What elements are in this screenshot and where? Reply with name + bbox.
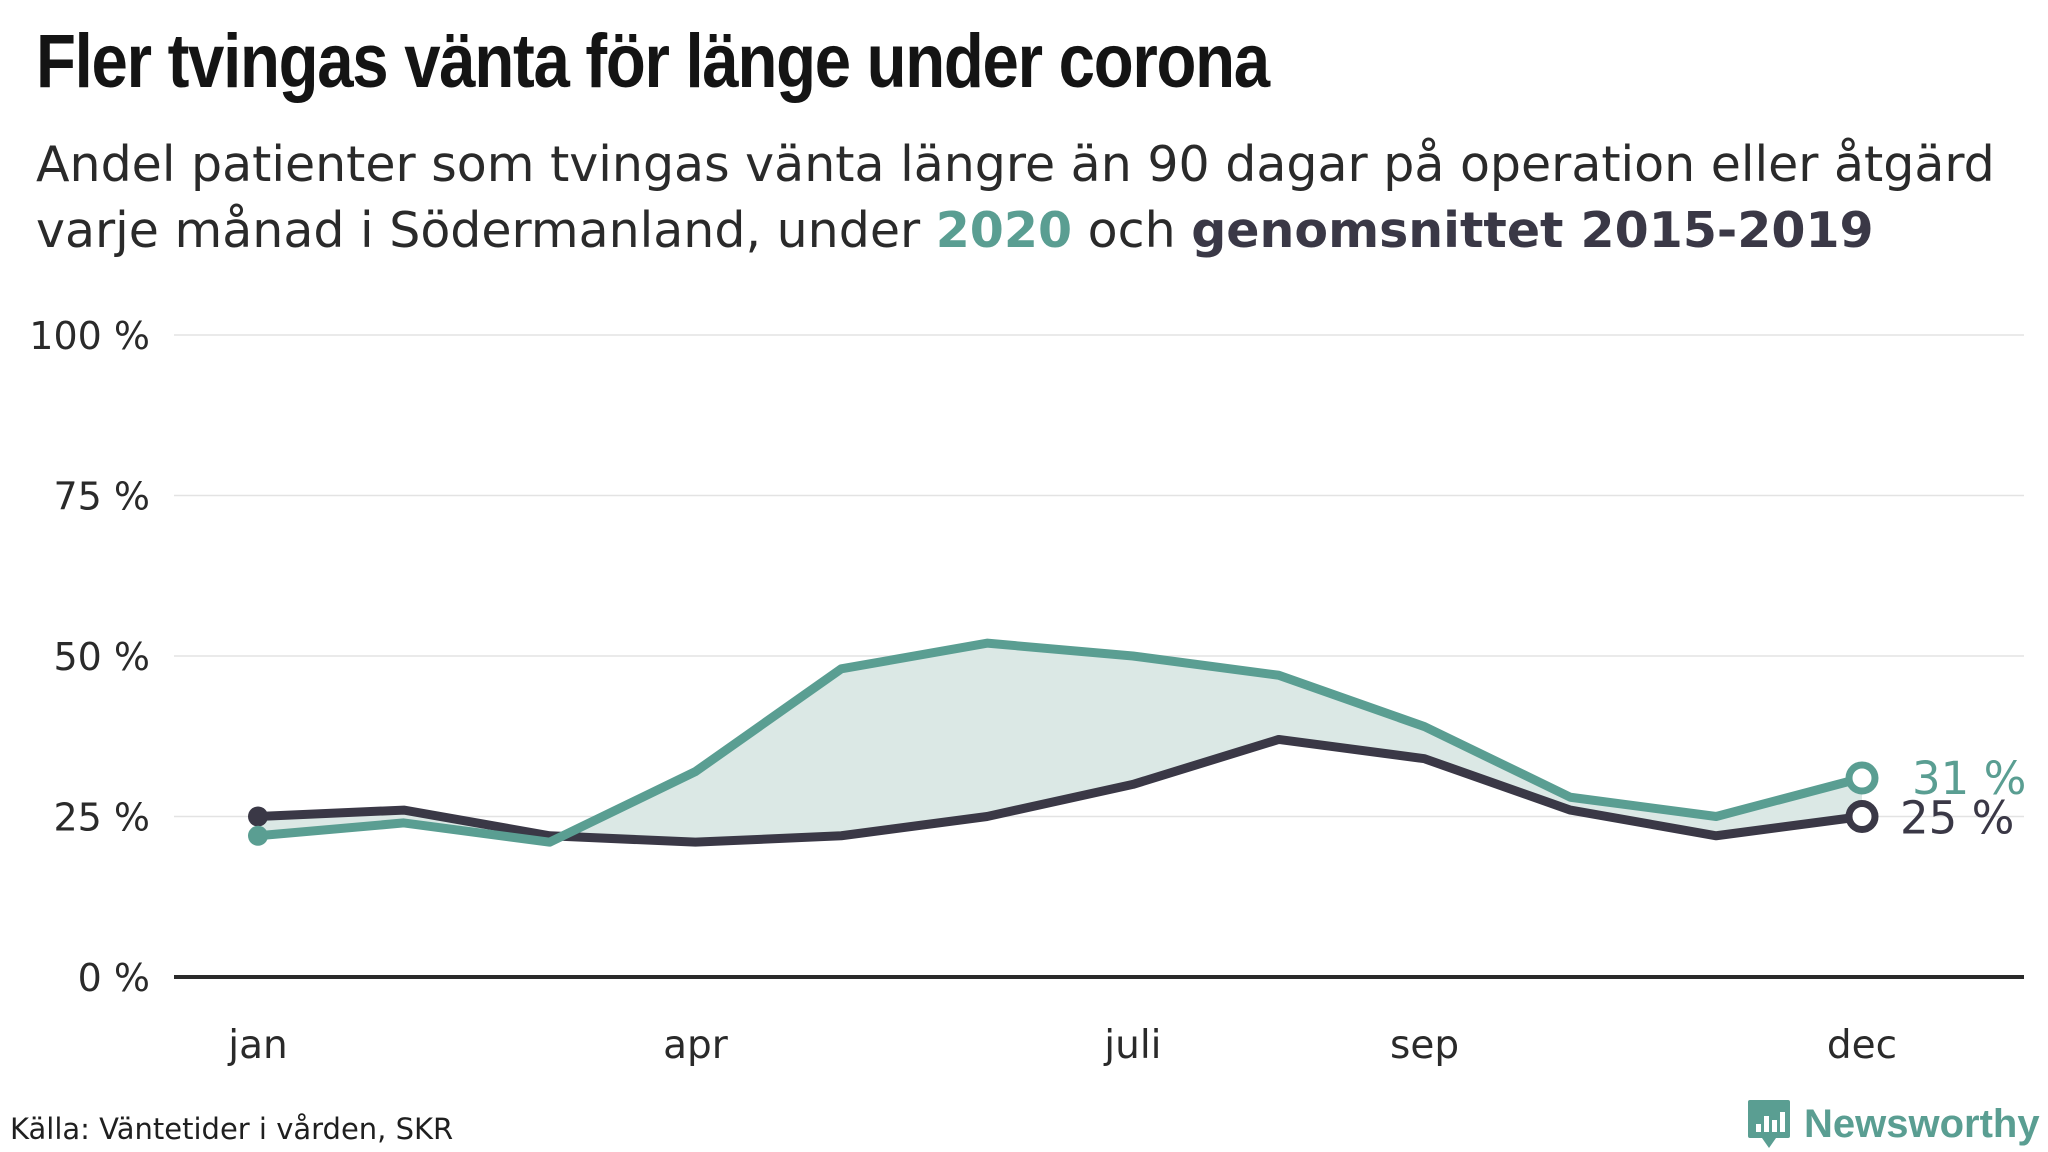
series-average-start-point [248, 806, 268, 827]
label-layer: 31 %25 % [1900, 752, 2026, 845]
series-2020-end-point [1845, 761, 1879, 795]
x-tick-label: apr [663, 1023, 729, 1068]
newsworthy-logo-icon [1748, 1100, 1790, 1148]
fill-layer [258, 643, 1862, 843]
brand-logo: Newsworthy [1746, 1098, 2040, 1150]
y-tick-label: 0 % [78, 956, 150, 1000]
chart-title: Fler tvingas vänta för länge under coron… [36, 19, 1270, 104]
end-label-2020: 31 % [1912, 752, 2026, 805]
x-tick-label: jan [227, 1023, 287, 1068]
series-average-line [253, 734, 1867, 847]
series-average-end-point [1845, 800, 1879, 833]
y-tick-label: 50 % [53, 635, 150, 679]
series-layer [248, 638, 1879, 847]
x-tick-label: dec [1827, 1023, 1897, 1068]
subtitle-text-1: Andel patienter som tvingas vänta längre… [36, 136, 1995, 259]
source-note: Källa: Väntetider i vården, SKR [10, 1112, 454, 1146]
axis-layer: 0 % 25 % 50 % 75 % 100 % jan apr juli sep dec [29, 314, 2024, 1068]
series-2020-line [253, 638, 1867, 847]
series-2020-start-point [248, 825, 268, 846]
x-tick-label: sep [1390, 1023, 1459, 1068]
chart-subtitle: Andel patienter som tvingas vänta längre… [36, 132, 2026, 264]
end-label-average: 25 % [1900, 792, 2014, 845]
subtitle-text-2: och [1072, 202, 1192, 259]
difference-area [258, 643, 1862, 843]
subtitle-highlight-2020: 2020 [935, 202, 1073, 259]
x-tick-label: juli [1103, 1023, 1161, 1068]
y-tick-label: 25 % [53, 796, 150, 840]
y-tick-label: 75 % [53, 475, 150, 519]
brand-name: Newsworthy [1804, 1101, 2040, 1146]
y-tick-label: 100 % [29, 314, 150, 358]
subtitle-highlight-average: genomsnittet 2015-2019 [1191, 202, 1874, 259]
